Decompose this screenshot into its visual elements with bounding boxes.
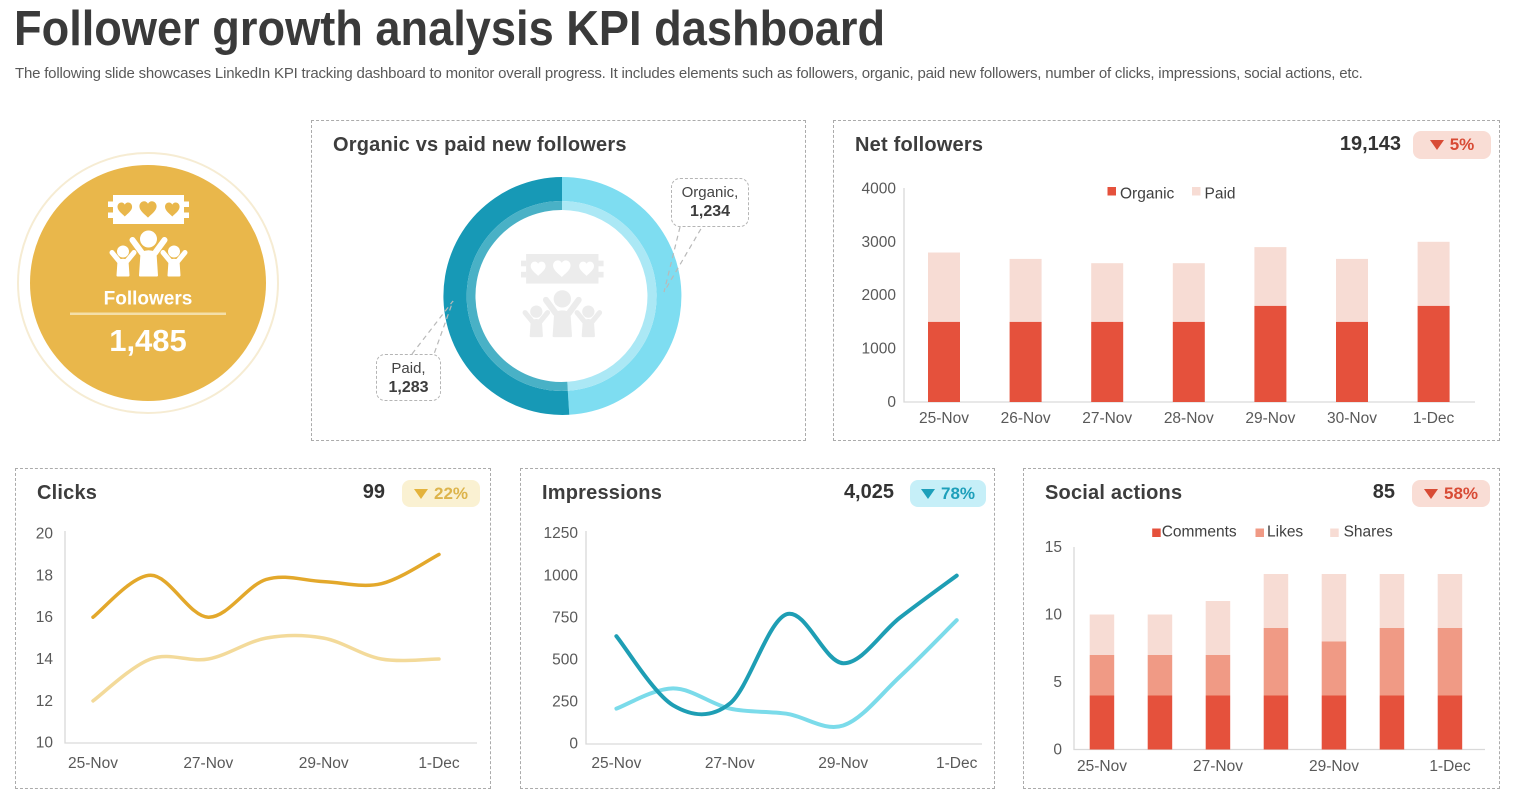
svg-text:28-Nov: 28-Nov	[1164, 410, 1214, 427]
svg-text:25-Nov: 25-Nov	[1077, 758, 1127, 775]
svg-text:4000: 4000	[862, 180, 897, 197]
svg-text:27-Nov: 27-Nov	[183, 755, 233, 772]
svg-text:1000: 1000	[544, 567, 579, 584]
svg-text:1,485: 1,485	[109, 323, 187, 358]
svg-text:1250: 1250	[544, 525, 579, 542]
svg-text:Paid: Paid	[1205, 186, 1236, 203]
svg-text:10: 10	[36, 735, 54, 752]
svg-text:27-Nov: 27-Nov	[705, 755, 755, 772]
svg-text:29-Nov: 29-Nov	[299, 755, 349, 772]
svg-text:5: 5	[1053, 674, 1062, 691]
svg-text:16: 16	[36, 609, 53, 626]
svg-text:Comments: Comments	[1162, 524, 1237, 541]
svg-text:Organic: Organic	[1120, 186, 1175, 203]
svg-text:1-Dec: 1-Dec	[1429, 758, 1471, 775]
svg-text:25-Nov: 25-Nov	[919, 410, 969, 427]
svg-text:12: 12	[36, 693, 53, 710]
svg-text:30-Nov: 30-Nov	[1327, 410, 1377, 427]
svg-text:1000: 1000	[862, 341, 897, 358]
svg-text:1-Dec: 1-Dec	[1413, 410, 1455, 427]
svg-text:500: 500	[552, 652, 578, 669]
svg-text:18: 18	[36, 567, 53, 584]
svg-text:Likes: Likes	[1267, 524, 1303, 541]
svg-text:Shares: Shares	[1344, 524, 1393, 541]
svg-text:250: 250	[552, 694, 578, 711]
svg-text:20: 20	[36, 526, 54, 543]
svg-text:27-Nov: 27-Nov	[1082, 410, 1132, 427]
svg-text:29-Nov: 29-Nov	[1245, 410, 1295, 427]
svg-text:2000: 2000	[862, 287, 897, 304]
svg-text:0: 0	[887, 394, 896, 411]
svg-text:1-Dec: 1-Dec	[936, 755, 978, 772]
svg-text:750: 750	[552, 609, 578, 626]
svg-text:3000: 3000	[862, 234, 897, 251]
svg-text:29-Nov: 29-Nov	[818, 755, 868, 772]
svg-text:10: 10	[1045, 607, 1063, 624]
svg-text:27-Nov: 27-Nov	[1193, 758, 1243, 775]
svg-text:0: 0	[569, 736, 578, 753]
svg-text:0: 0	[1053, 742, 1062, 759]
svg-text:14: 14	[36, 651, 54, 668]
svg-text:25-Nov: 25-Nov	[591, 755, 641, 772]
svg-text:15: 15	[1045, 539, 1062, 556]
svg-text:Followers: Followers	[104, 289, 193, 310]
svg-text:1-Dec: 1-Dec	[418, 755, 460, 772]
svg-text:29-Nov: 29-Nov	[1309, 758, 1359, 775]
svg-text:25-Nov: 25-Nov	[68, 755, 118, 772]
svg-text:26-Nov: 26-Nov	[1001, 410, 1051, 427]
